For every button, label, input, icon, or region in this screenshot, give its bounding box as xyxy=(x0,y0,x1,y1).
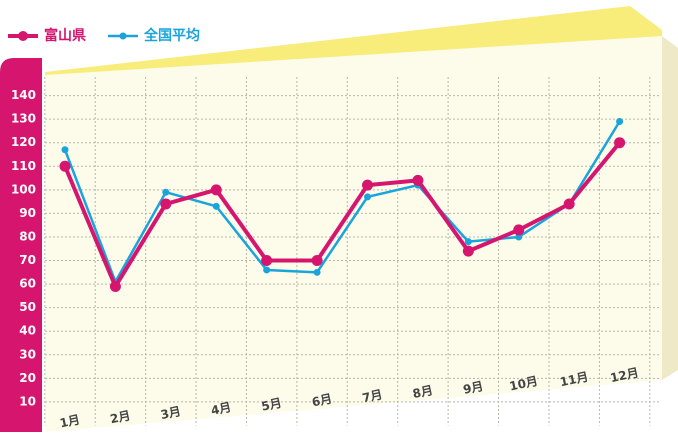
x-tick-label: 10月 xyxy=(508,374,539,394)
y-tick-label: 40 xyxy=(19,324,36,338)
y-tick-label: 50 xyxy=(19,300,36,314)
data-point xyxy=(563,198,575,210)
data-point xyxy=(462,245,474,257)
x-tick-label: 9月 xyxy=(462,379,485,397)
legend-marker xyxy=(18,31,28,41)
y-tick-label: 130 xyxy=(11,112,36,126)
y-tick-label: 60 xyxy=(19,277,36,291)
data-point xyxy=(362,179,373,191)
data-point xyxy=(513,224,525,236)
y-tick-label: 70 xyxy=(19,253,36,267)
x-tick-label: 5月 xyxy=(260,396,283,414)
data-point xyxy=(212,202,220,210)
y-tick-label: 110 xyxy=(11,159,36,173)
legend-label: 富山県 xyxy=(44,27,86,44)
data-point xyxy=(616,117,624,125)
x-tick-label: 4月 xyxy=(210,400,233,418)
y-tick-label: 30 xyxy=(19,347,36,361)
x-tick-label: 11月 xyxy=(559,370,590,390)
y-tick-label: 10 xyxy=(19,394,36,408)
data-point xyxy=(313,268,321,276)
y-tick-label: 100 xyxy=(11,182,36,196)
series-line xyxy=(63,120,621,283)
data-point xyxy=(261,255,273,267)
data-point xyxy=(311,255,323,267)
x-tick-label: 6月 xyxy=(311,392,334,410)
data-point xyxy=(464,238,472,246)
data-point xyxy=(263,266,271,274)
y-tick-label: 120 xyxy=(11,135,36,149)
data-point xyxy=(515,233,523,241)
x-tick-label: 8月 xyxy=(411,383,434,401)
data-point xyxy=(210,184,222,196)
y-tick-label: 90 xyxy=(19,206,36,220)
data-point xyxy=(160,198,172,210)
y-tick-label: 80 xyxy=(19,229,36,243)
x-tick-label: 7月 xyxy=(361,387,384,405)
data-point xyxy=(364,193,371,201)
y-tick-label: 140 xyxy=(11,88,36,102)
x-tick-label: 2月 xyxy=(109,408,132,426)
data-point xyxy=(59,160,71,172)
y-axis-band xyxy=(0,58,42,432)
side-face xyxy=(662,36,678,380)
legend: 富山県 全国平均 xyxy=(8,27,200,44)
data-point xyxy=(109,280,121,292)
x-tick-label: 1月 xyxy=(58,413,81,431)
series-line xyxy=(63,141,622,289)
data-point xyxy=(61,146,69,154)
data-point xyxy=(162,188,170,196)
data-point xyxy=(614,137,626,149)
data-point xyxy=(412,174,424,186)
legend-marker xyxy=(119,32,127,40)
legend-label: 全国平均 xyxy=(143,27,200,44)
plot-area xyxy=(45,36,662,432)
x-tick-label: 3月 xyxy=(159,404,182,422)
x-tick-label: 12月 xyxy=(609,365,640,385)
y-tick-label: 20 xyxy=(19,371,36,385)
